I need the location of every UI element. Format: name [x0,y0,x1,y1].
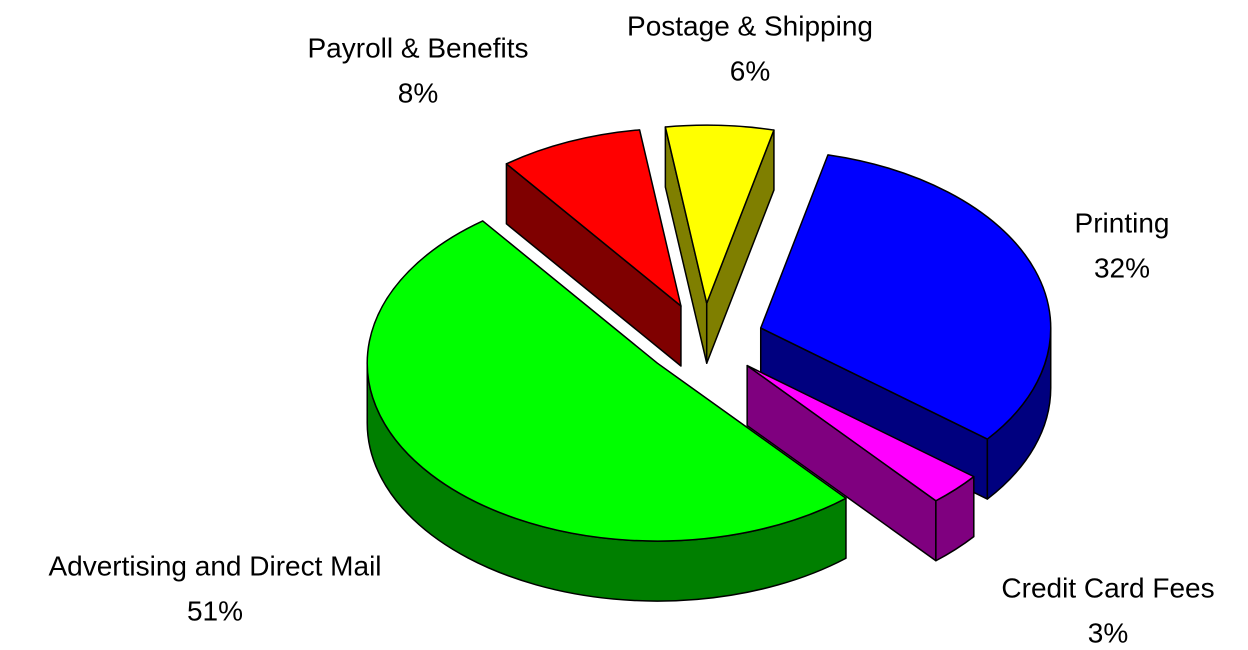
slice [664,124,775,304]
slice-value-label: 51% [187,595,243,626]
slice-label: Printing [1075,207,1170,238]
slice [505,129,682,307]
slice [366,220,847,542]
slice [746,364,975,502]
slice-label: Advertising and Direct Mail [48,550,381,581]
slice-label: Credit Card Fees [1001,572,1214,603]
slice-value-label: 3% [1088,617,1128,648]
slice-label: Payroll & Benefits [308,32,529,63]
slice [759,154,1052,440]
slice-value-label: 32% [1094,252,1150,283]
slice-value-label: 8% [398,77,438,108]
slice-label: Postage & Shipping [627,10,873,41]
slice-value-label: 6% [730,55,770,86]
